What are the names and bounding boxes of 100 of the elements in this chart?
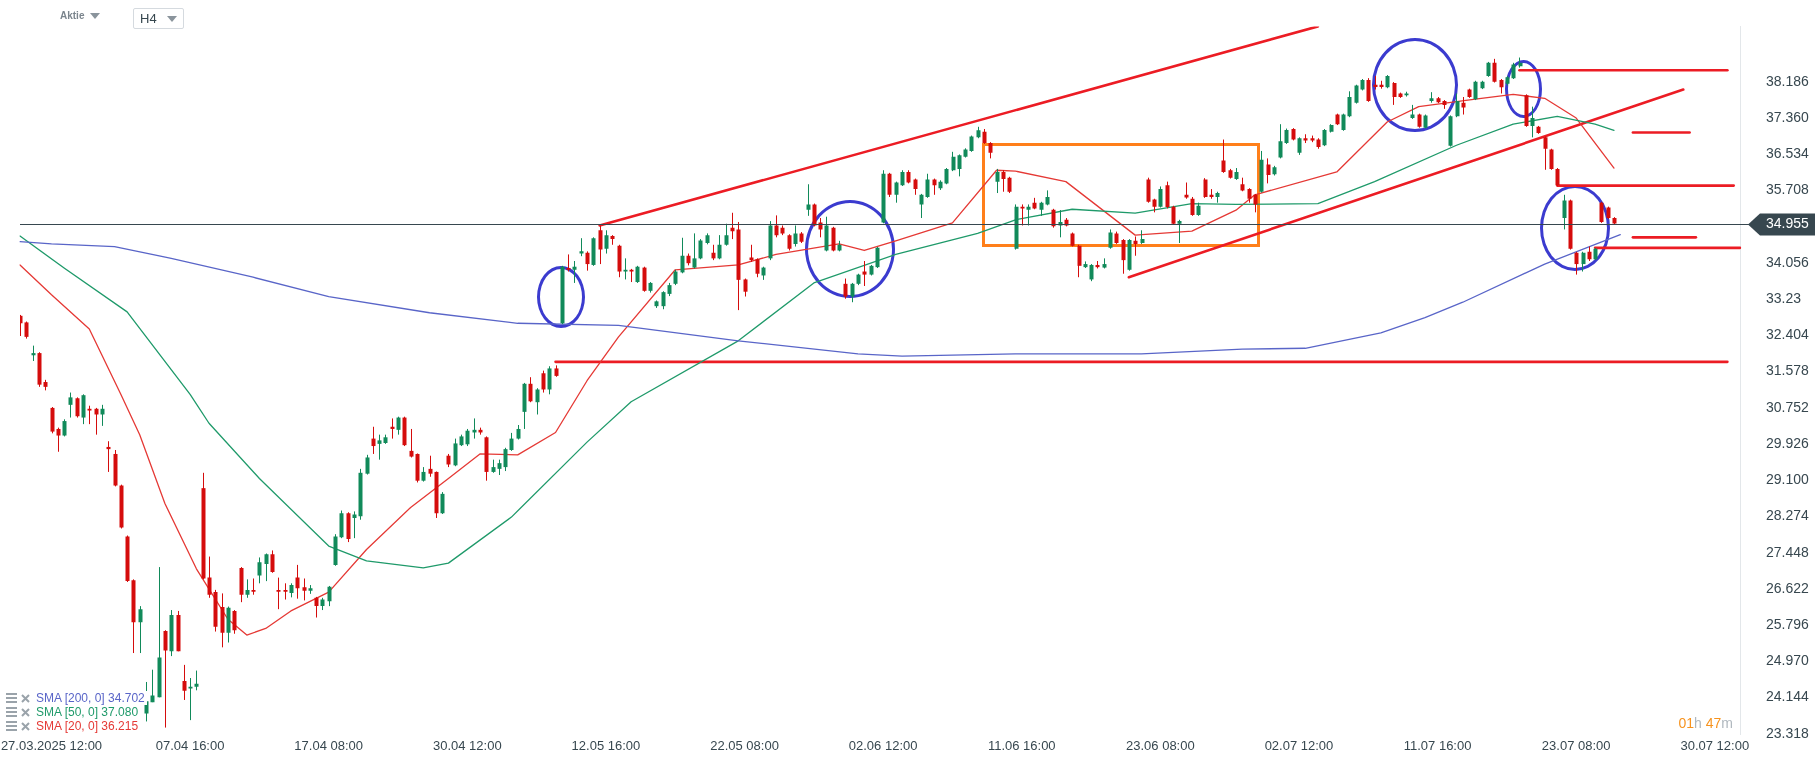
candlestick bbox=[56, 427, 61, 453]
candlestick bbox=[1492, 58, 1497, 84]
candlestick bbox=[894, 181, 899, 204]
x-tick-label: 27.03.2025 12:00 bbox=[0, 737, 103, 754]
candlestick bbox=[1108, 228, 1113, 250]
candlestick bbox=[1581, 251, 1586, 273]
candlestick bbox=[604, 229, 609, 255]
candlestick bbox=[188, 677, 193, 721]
candlestick bbox=[1121, 238, 1126, 275]
y-tick-label: 35.708 bbox=[1766, 181, 1810, 198]
ref-line-label: 34.955 bbox=[1766, 215, 1810, 232]
candlestick bbox=[692, 232, 697, 269]
candlestick bbox=[245, 578, 250, 599]
candlestick bbox=[875, 246, 880, 269]
y-tick-label: 26.622 bbox=[1766, 579, 1810, 596]
candlestick bbox=[698, 238, 703, 260]
candlestick bbox=[1549, 148, 1554, 171]
candlestick bbox=[1599, 201, 1604, 224]
candlestick bbox=[957, 153, 962, 177]
candlestick bbox=[1392, 81, 1397, 106]
candlestick bbox=[843, 278, 848, 300]
x-tick-label: 23.06 08:00 bbox=[1126, 737, 1195, 754]
y-tick-label: 32.404 bbox=[1766, 326, 1810, 343]
candlestick bbox=[182, 664, 187, 701]
candlestick bbox=[371, 426, 376, 455]
candlestick bbox=[572, 260, 577, 284]
y-tick-label: 37.360 bbox=[1766, 108, 1810, 125]
candlestick bbox=[1473, 80, 1478, 101]
candlestick bbox=[1177, 219, 1182, 244]
candlestick bbox=[81, 393, 86, 425]
y-tick-label: 24.144 bbox=[1766, 688, 1810, 705]
candlestick bbox=[793, 224, 798, 248]
chart-title: Aktie bbox=[60, 10, 85, 21]
y-tick-label: 38.186 bbox=[1766, 72, 1810, 89]
candlestick bbox=[302, 577, 307, 601]
y-tick-label: 29.100 bbox=[1766, 471, 1810, 488]
candlestick bbox=[453, 438, 458, 467]
candlestick bbox=[327, 585, 332, 607]
candlestick bbox=[541, 370, 546, 394]
candlestick bbox=[642, 266, 647, 293]
y-tick-label: 27.448 bbox=[1766, 543, 1810, 560]
candlestick bbox=[138, 605, 143, 654]
candlestick bbox=[150, 669, 155, 703]
candlestick bbox=[925, 173, 930, 199]
candlestick bbox=[503, 447, 508, 472]
candlestick bbox=[850, 282, 855, 303]
candlestick bbox=[207, 556, 212, 599]
x-tick-label: 02.07 12:00 bbox=[1264, 737, 1334, 754]
candlestick bbox=[547, 365, 552, 395]
candlestick bbox=[257, 556, 262, 584]
text: SMA [50, 0] 37.080 bbox=[34, 705, 141, 719]
x-tick-label: 11.07 16:00 bbox=[1403, 737, 1472, 754]
candlestick bbox=[377, 434, 382, 461]
candlestick bbox=[68, 392, 73, 419]
y-tick-label: 24.970 bbox=[1766, 652, 1810, 669]
x-tick-label: 11.06 16:00 bbox=[987, 737, 1056, 754]
candlestick bbox=[623, 257, 628, 280]
annotation: 01h 47m bbox=[1678, 715, 1733, 731]
candlestick bbox=[1165, 181, 1170, 209]
candlestick bbox=[1146, 177, 1151, 204]
candlestick bbox=[1253, 193, 1258, 213]
candlestick bbox=[1354, 84, 1359, 105]
candlestick bbox=[717, 234, 722, 260]
x-tick-label: 17.04 08:00 bbox=[294, 737, 364, 754]
candlestick bbox=[283, 582, 288, 601]
x-tick-label: 12.05 16:00 bbox=[571, 737, 641, 754]
candlestick bbox=[774, 214, 779, 238]
candlestick bbox=[755, 257, 760, 278]
candlestick bbox=[1543, 135, 1548, 171]
candlestick bbox=[585, 250, 590, 272]
candlestick bbox=[1190, 196, 1195, 217]
candlestick bbox=[232, 609, 237, 635]
y-tick-label: 31.578 bbox=[1766, 362, 1810, 379]
candlestick bbox=[264, 552, 269, 582]
y-tick-label: 23.318 bbox=[1766, 724, 1810, 741]
candlestick bbox=[50, 406, 55, 434]
y-tick-label: 36.534 bbox=[1766, 145, 1810, 162]
x-tick-label: 30.07 12:00 bbox=[1680, 737, 1750, 754]
candlestick bbox=[1051, 208, 1056, 229]
candlestick bbox=[1001, 169, 1006, 193]
candlestick bbox=[20, 314, 23, 337]
x-tick-label: 07.04 16:00 bbox=[155, 737, 225, 754]
candlestick bbox=[862, 260, 867, 287]
candlestick bbox=[1221, 139, 1226, 174]
candlestick bbox=[163, 629, 168, 729]
candlestick bbox=[365, 454, 370, 476]
candlestick bbox=[1158, 185, 1163, 209]
candlestick bbox=[831, 226, 836, 252]
candlestick bbox=[87, 405, 92, 425]
candlestick bbox=[1347, 90, 1352, 118]
candlestick bbox=[194, 670, 199, 691]
y-tick-label: 29.926 bbox=[1766, 434, 1810, 451]
candlestick bbox=[440, 491, 445, 515]
x-tick-label: 23.07 08:00 bbox=[1541, 737, 1611, 754]
candlestick bbox=[1530, 106, 1535, 138]
candlestick bbox=[1077, 244, 1082, 278]
candlestick bbox=[428, 455, 433, 478]
candlestick bbox=[314, 596, 319, 619]
x-tick-label: 22.05 08:00 bbox=[710, 737, 779, 754]
candlestick bbox=[1562, 194, 1567, 230]
